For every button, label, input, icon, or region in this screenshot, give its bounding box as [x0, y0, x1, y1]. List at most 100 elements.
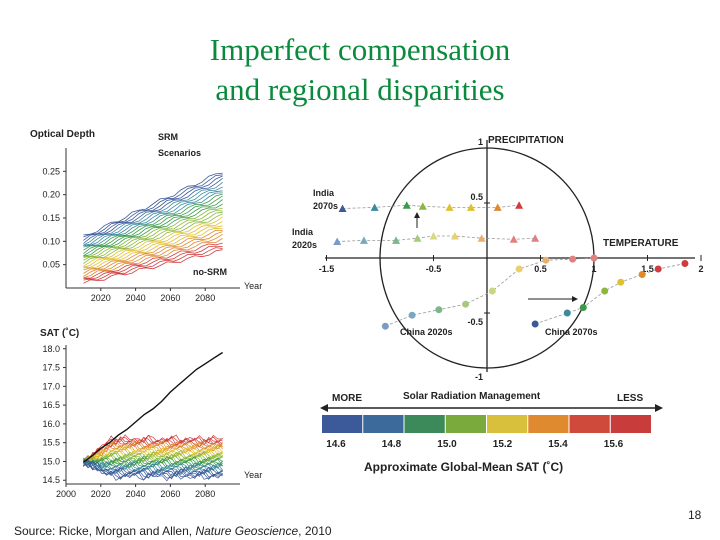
- sat-xlabel: Year: [244, 470, 262, 480]
- scatter-point-triangle: [509, 235, 518, 243]
- optical-depth-xtick-label: 2080: [195, 293, 215, 303]
- colorbar-tick-label: 15.4: [548, 439, 568, 450]
- scatter-point-circle: [542, 256, 550, 264]
- colorbar-cell: [445, 415, 486, 433]
- srm-ensemble-line: [83, 451, 223, 465]
- colorbar-xlabel: Approximate Global-Mean SAT (˚C): [364, 460, 563, 474]
- colorbar-cell: [528, 415, 569, 433]
- india-2070s-label-2: 2070s: [313, 201, 338, 211]
- colorbar-arrow-left: [320, 404, 328, 412]
- scatter-point-circle: [681, 260, 689, 267]
- srm-scenario-line: [83, 233, 223, 277]
- colorbar-cell: [487, 415, 528, 433]
- temperature-precipitation-chart: PRECIPITATION TEMPERATURE -1.5 -0.5 0.5 1 1.…: [292, 135, 704, 382]
- scatter-point-circle: [462, 300, 470, 308]
- optical-depth-ytick-label: 0.25: [42, 166, 60, 176]
- sat-xtick-label: 2040: [126, 489, 146, 499]
- srm-scenario-line: [83, 193, 223, 251]
- sat-ytick-label: 16.5: [42, 400, 60, 410]
- source-prefix: Source: Ricke, Morgan and Allen,: [14, 524, 196, 538]
- sat-xtick-label: 2000: [56, 489, 76, 499]
- srm-ensemble-line: [83, 461, 223, 472]
- sat-ytick-label: 16.0: [42, 419, 60, 429]
- srm-scenario-line: [83, 249, 223, 284]
- srm-ensemble-line: [83, 460, 223, 479]
- srm-scenario-line: [83, 213, 223, 264]
- scatter-point-triangle: [402, 201, 411, 209]
- optical-depth-chart: Optical Depth SRM Scenarios no-SRM Year …: [30, 129, 262, 303]
- srm-scenario-line: [83, 229, 223, 271]
- srm-scenario-line: [83, 177, 223, 244]
- sat-chart: SAT (˚C) Year 14.5 15.0 15.5 16.0 16.5 17.0 17…: [40, 327, 262, 499]
- scatter-point-triangle: [338, 204, 347, 212]
- china-2020s-label: China 2020s: [400, 327, 453, 337]
- srm-scenario-line: [83, 190, 223, 246]
- srm-ensemble-line: [83, 459, 223, 480]
- srm-scenario-line: [83, 216, 223, 267]
- sat-ytick-label: 17.5: [42, 363, 60, 373]
- colorbar-tick-label: 15.2: [493, 439, 513, 450]
- scatter-point-triangle: [515, 201, 524, 209]
- scatter-point-triangle: [333, 237, 342, 245]
- optical-depth-ytick-label: 0.20: [42, 190, 60, 200]
- srm-ensemble-line: [83, 453, 223, 465]
- srm-scenario-line: [83, 210, 223, 258]
- temperature-tick-label: 1: [591, 264, 596, 274]
- srm-scenario-line: [83, 175, 223, 241]
- optical-depth-ytick-label: 0.05: [42, 260, 60, 270]
- scatter-point-circle: [515, 265, 523, 273]
- precipitation-tick-label: 0.5: [470, 192, 483, 202]
- temperature-tick-label: 2: [698, 264, 703, 274]
- srm-scenario-line: [83, 174, 223, 238]
- srm-ensemble-line: [83, 456, 223, 467]
- sat-xtick-label: 2020: [91, 489, 111, 499]
- page-number: 18: [688, 508, 702, 522]
- no-srm-line: [82, 351, 223, 463]
- colorbar-cell: [569, 415, 610, 433]
- colorbar-tick-label: 15.0: [437, 439, 457, 450]
- srm-scenario-line: [83, 199, 223, 257]
- scatter-point-circle: [381, 322, 389, 330]
- scatter-point-circle: [601, 287, 609, 295]
- scatter-point-triangle: [466, 203, 475, 211]
- scatter-connector: [342, 204, 520, 209]
- india-arrow-head: [414, 212, 420, 218]
- srm-colorbar: MORE Solar Radiation Management LESS 14.…: [320, 391, 663, 474]
- scatter-point-triangle: [370, 203, 379, 211]
- colorbar-tick-label: 15.6: [604, 439, 624, 450]
- temperature-label: TEMPERATURE: [603, 238, 679, 249]
- srm-scenario-line: [83, 186, 223, 246]
- india-2020s-label-2: 2020s: [292, 240, 317, 250]
- optical-depth-ylabel: Optical Depth: [30, 129, 95, 140]
- temperature-tick-label: -0.5: [426, 264, 442, 274]
- scatter-point-circle: [654, 265, 662, 273]
- colorbar-arrow-right: [655, 404, 663, 412]
- sat-ytick-label: 15.5: [42, 438, 60, 448]
- srm-ensemble-line: [83, 461, 223, 478]
- scatter-point-circle: [408, 311, 416, 319]
- sat-ytick-label: 17.0: [42, 381, 60, 391]
- scatter-point-triangle: [477, 234, 486, 242]
- srm-scenario-line: [83, 247, 223, 281]
- title-line-1: Imperfect compensation: [209, 32, 511, 67]
- sat-ylabel: SAT (˚C): [40, 327, 79, 339]
- srm-ensemble-line: [83, 449, 223, 464]
- colorbar-cell: [322, 415, 363, 433]
- srm-label: SRM: [158, 132, 178, 142]
- srm-scenario-line: [83, 227, 223, 269]
- scatter-point-triangle: [418, 202, 427, 210]
- scatter-point-circle: [531, 320, 539, 328]
- srm-title: Solar Radiation Management: [403, 391, 541, 402]
- source-suffix: , 2010: [298, 524, 332, 538]
- srm-scenario-line: [83, 245, 223, 280]
- srm-scenario-line: [83, 242, 223, 279]
- srm-scenario-line: [83, 238, 223, 279]
- srm-scenario-line: [83, 208, 223, 257]
- scatter-point-triangle: [450, 232, 459, 240]
- srm-scenario-line: [83, 203, 223, 257]
- less-label: LESS: [617, 393, 643, 404]
- scatter-point-triangle: [445, 203, 454, 211]
- srm-ensemble-line: [83, 458, 223, 482]
- colorbar-cell: [610, 415, 651, 433]
